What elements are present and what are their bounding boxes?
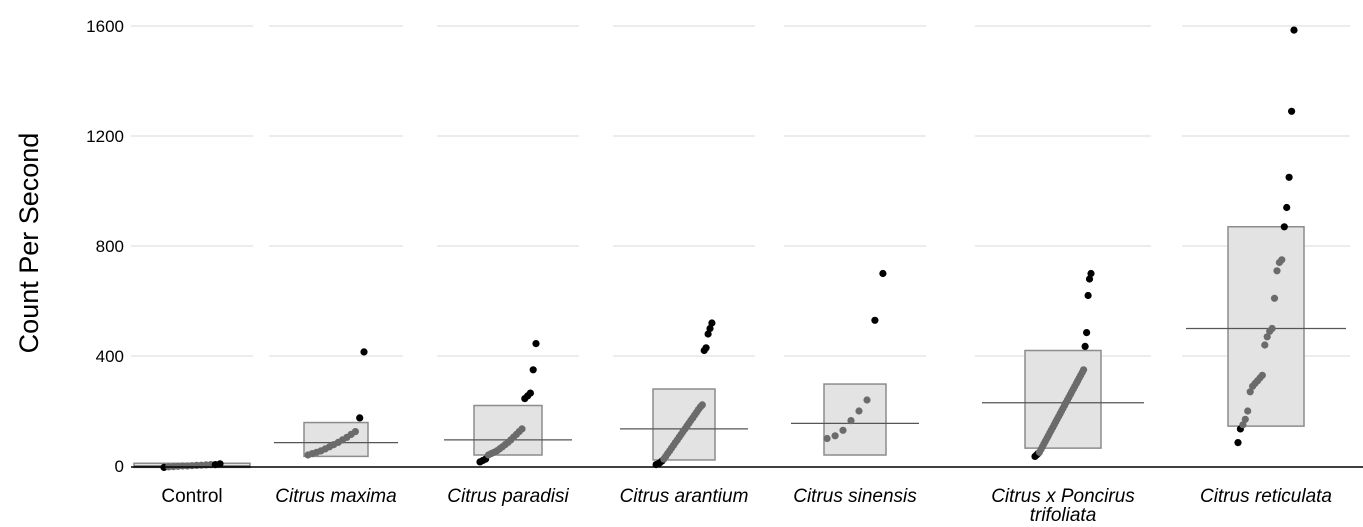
data-point bbox=[831, 432, 839, 440]
data-point bbox=[1080, 366, 1088, 374]
outlier-point bbox=[1083, 329, 1091, 337]
data-point bbox=[1273, 267, 1281, 275]
outlier-point bbox=[529, 366, 537, 374]
data-point bbox=[1270, 294, 1279, 302]
data-point bbox=[855, 407, 863, 415]
data-point bbox=[1246, 388, 1254, 396]
y-tick-labels: 0 400 800 1200 1600 bbox=[86, 17, 124, 476]
outlier-point bbox=[1085, 275, 1094, 283]
data-point bbox=[351, 428, 359, 436]
outlier-point bbox=[1084, 291, 1092, 300]
category-label: Citrus paradisi bbox=[447, 486, 569, 507]
outlier-point bbox=[706, 324, 714, 333]
y-axis-label: Count Per Second bbox=[14, 133, 44, 354]
points bbox=[160, 26, 1298, 471]
category-label: Citrus x Poncirus trifoliata bbox=[991, 486, 1135, 526]
y-tick-label: 1200 bbox=[86, 127, 124, 146]
data-point bbox=[847, 417, 855, 425]
outlier-point bbox=[1290, 26, 1298, 34]
outlier-point bbox=[526, 389, 535, 397]
outlier-point bbox=[1288, 107, 1296, 115]
data-point bbox=[1239, 421, 1247, 429]
data-point bbox=[823, 434, 831, 443]
boxes bbox=[133, 226, 1346, 469]
data-point bbox=[698, 401, 706, 409]
category-label: Citrus sinensis bbox=[793, 486, 917, 507]
data-point bbox=[518, 425, 526, 433]
outlier-point bbox=[216, 460, 224, 468]
data-point bbox=[1258, 371, 1266, 379]
outlier-point bbox=[1280, 223, 1288, 231]
y-tick-label: 0 bbox=[115, 457, 124, 476]
data-point bbox=[839, 426, 847, 434]
range-box bbox=[823, 383, 887, 456]
category-label: Control bbox=[161, 486, 222, 507]
grid-lines bbox=[131, 25, 1350, 357]
x-category-labels: Control Citrus maxima Citrus paradisi Citru… bbox=[161, 486, 1332, 526]
outlier-point bbox=[704, 330, 712, 338]
category-label: Citrus maxima bbox=[275, 486, 396, 507]
outlier-point bbox=[360, 348, 368, 356]
data-point bbox=[1244, 407, 1252, 415]
data-point bbox=[1278, 256, 1286, 264]
y-tick-label: 400 bbox=[96, 347, 124, 366]
data-point bbox=[1261, 341, 1269, 349]
range-box bbox=[1024, 349, 1102, 449]
outlier-point bbox=[702, 344, 710, 352]
category-label: Citrus reticulata bbox=[1200, 486, 1332, 507]
data-point bbox=[1263, 333, 1271, 341]
outlier-point bbox=[1285, 173, 1293, 181]
data-point bbox=[1241, 415, 1249, 423]
data-point bbox=[1268, 324, 1276, 333]
outlier-point bbox=[879, 269, 887, 278]
outlier-point bbox=[356, 414, 364, 422]
outlier-point bbox=[871, 316, 879, 324]
range-box bbox=[1227, 226, 1305, 427]
y-tick-label: 1600 bbox=[86, 17, 124, 36]
outlier-point bbox=[708, 319, 716, 327]
category-label: Citrus arantium bbox=[620, 486, 749, 507]
outlier-point bbox=[532, 340, 540, 348]
range-box bbox=[652, 388, 716, 461]
outlier-point bbox=[1087, 269, 1095, 278]
outlier-point bbox=[1234, 439, 1242, 447]
range-box bbox=[473, 404, 543, 456]
outlier-point bbox=[1081, 342, 1089, 350]
outlier-point bbox=[1283, 203, 1291, 212]
data-point bbox=[863, 396, 871, 404]
y-tick-label: 800 bbox=[96, 237, 124, 256]
